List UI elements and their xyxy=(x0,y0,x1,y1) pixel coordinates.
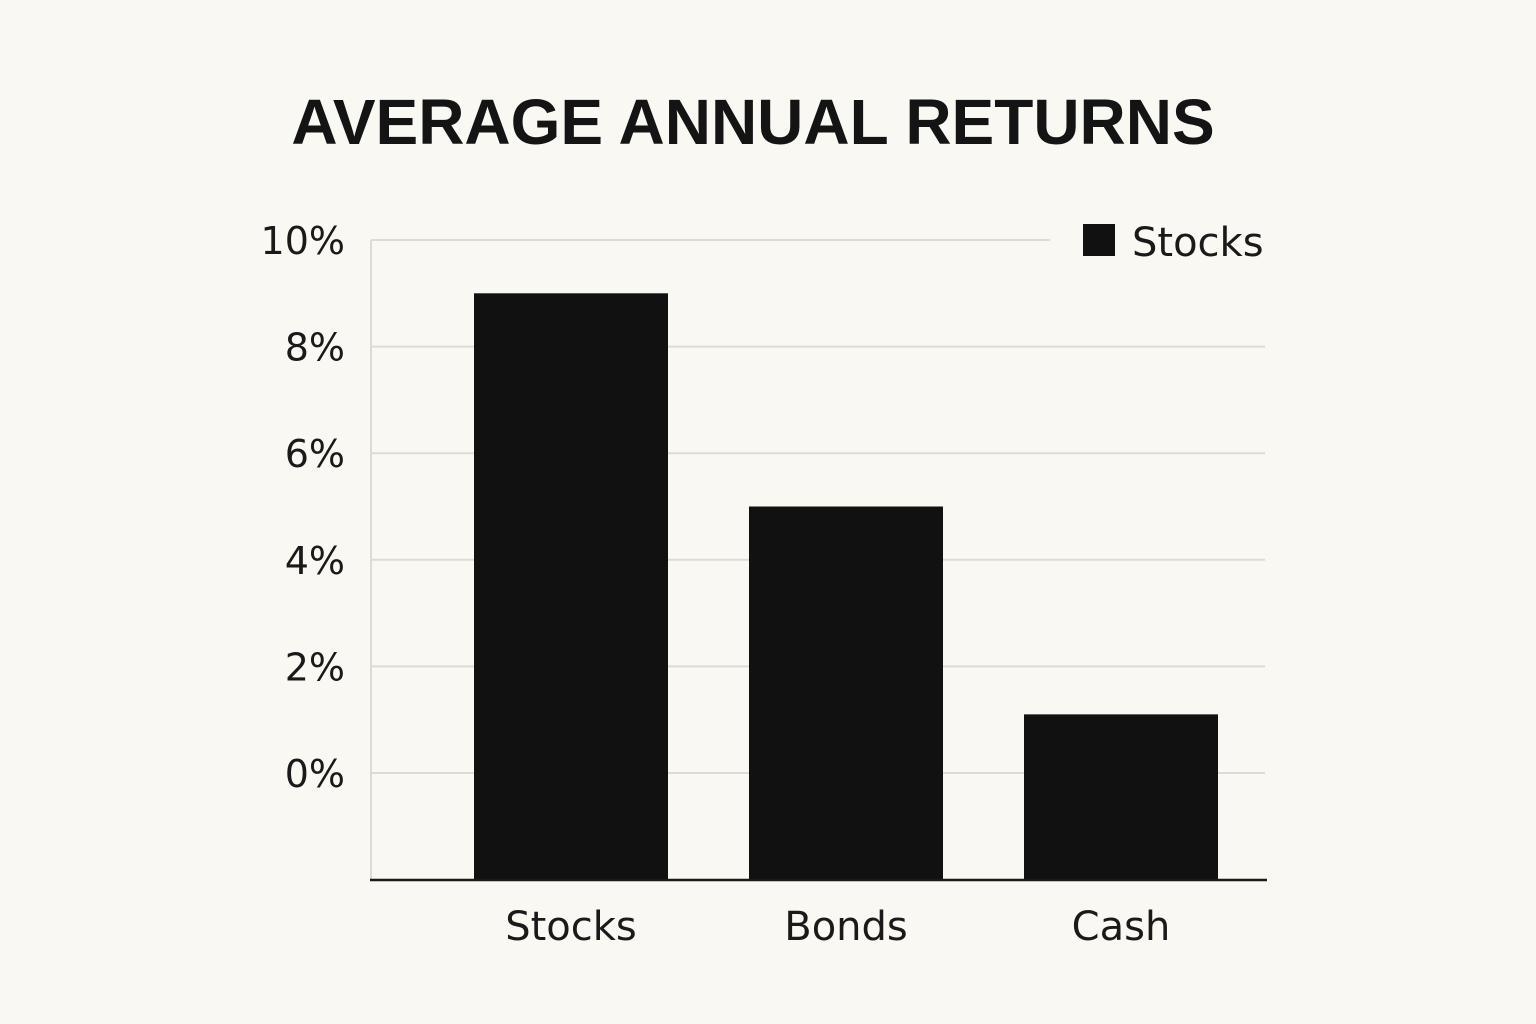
x-axis-categories: Stocks Bonds Cash xyxy=(505,904,1170,950)
bar-bonds xyxy=(749,506,943,880)
y-tick-label: 10% xyxy=(261,219,345,263)
x-tick-label: Bonds xyxy=(784,904,908,950)
y-tick-label: 8% xyxy=(285,326,345,370)
legend-label: Stocks xyxy=(1132,220,1264,266)
y-axis-ticks: 10% 8% 6% 4% 2% 0% xyxy=(261,219,345,796)
legend: Stocks xyxy=(1083,220,1264,266)
y-tick-label: 6% xyxy=(285,432,345,476)
x-tick-label: Stocks xyxy=(505,904,637,950)
y-tick-label: 4% xyxy=(285,539,345,583)
y-tick-label: 2% xyxy=(285,645,345,689)
bar-stocks xyxy=(474,293,668,880)
x-tick-label: Cash xyxy=(1072,904,1171,950)
bar-cash xyxy=(1024,714,1218,880)
bars xyxy=(474,293,1218,880)
y-tick-label: 0% xyxy=(285,752,345,796)
chart-title: AVERAGE ANNUAL RETURNS xyxy=(291,86,1214,158)
legend-swatch xyxy=(1083,224,1115,256)
